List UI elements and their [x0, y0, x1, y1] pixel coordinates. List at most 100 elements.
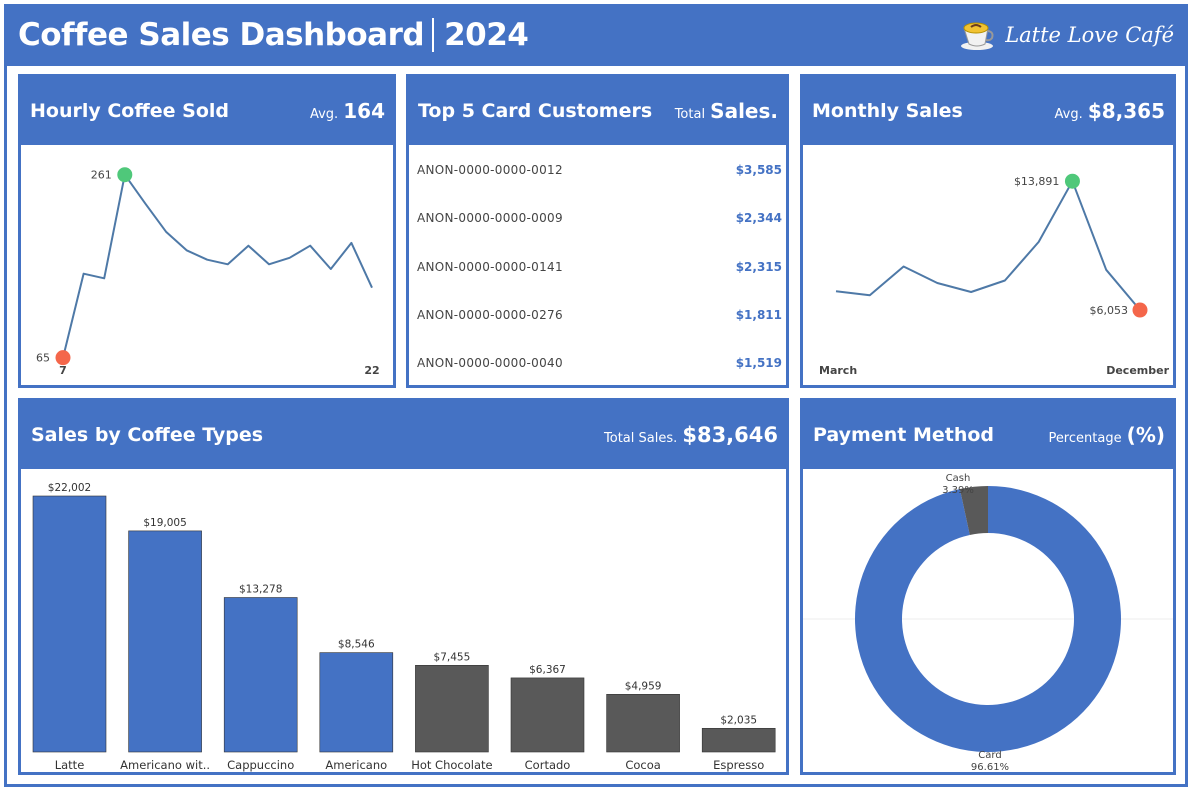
customer-id: ANON-0000-0000-0276 [417, 308, 563, 322]
customers-meta-value: Sales. [710, 99, 778, 123]
bar [510, 677, 585, 753]
category-label: Espresso [713, 758, 764, 772]
coffee-cup-icon [961, 22, 994, 50]
title-text: Coffee Sales Dashboard [18, 17, 425, 53]
dashboard-header: Coffee Sales Dashboard 2024 Latte Love Ca… [4, 4, 1188, 66]
customer-amount: $2,315 [735, 260, 782, 274]
monthly-panel-header: Monthly Sales Avg. $8,365 [803, 77, 1173, 145]
donut-slice [855, 486, 1121, 752]
types-total-value: $83,646 [682, 423, 778, 447]
series-line [835, 180, 1141, 311]
types-title: Sales by Coffee Types [31, 424, 264, 446]
customers-title: Top 5 Card Customers [418, 100, 653, 122]
x-tick-label: March [819, 364, 857, 377]
payment-meta-value: (%) [1126, 423, 1165, 447]
category-label: Hot Chocolate [411, 758, 492, 772]
x-tick-label: December [1106, 364, 1169, 377]
customers-meta-label: Total [674, 107, 706, 122]
category-label: Cappuccino [227, 758, 294, 772]
series-line [62, 173, 373, 358]
brand-name: Latte Love Café [1005, 23, 1174, 47]
max-marker [117, 167, 133, 183]
customer-row: ANON-0000-0000-0012 $3,585 [417, 163, 782, 183]
bar [319, 652, 394, 753]
customers-panel-header: Top 5 Card Customers Total Sales. [409, 77, 786, 145]
payment-title: Payment Method [813, 424, 995, 446]
monthly-title: Monthly Sales [812, 100, 963, 122]
hourly-title: Hourly Coffee Sold [30, 100, 229, 122]
bar-value-label: $7,455 [434, 651, 471, 663]
customer-row: ANON-0000-0000-0141 $2,315 [417, 260, 782, 280]
customer-row: ANON-0000-0000-0009 $2,344 [417, 211, 782, 231]
payment-meta: Percentage (%) [1048, 423, 1165, 447]
customer-row: ANON-0000-0000-0276 $1,811 [417, 308, 782, 328]
hourly-line-chart: 261 65 7 22 [36, 167, 380, 377]
min-data-label: $6,053 [1090, 304, 1129, 317]
customer-amount: $2,344 [735, 211, 782, 225]
payment-panel-header: Payment Method Percentage (%) [803, 401, 1173, 469]
customers-meta: Total Sales. [675, 99, 778, 123]
hourly-meta: Avg. 164 [310, 99, 385, 123]
hourly-meta-label: Avg. [309, 107, 339, 122]
slice-value-label: 3.39% [942, 485, 974, 496]
bar [32, 495, 107, 753]
min-marker [55, 350, 71, 366]
max-data-label: 261 [91, 169, 112, 182]
min-data-label: 65 [36, 352, 50, 365]
title-divider [432, 17, 435, 52]
customer-row: ANON-0000-0000-0040 $1,519 [417, 356, 782, 376]
hourly-panel-header: Hourly Coffee Sold Avg. 164 [21, 77, 393, 145]
customer-id: ANON-0000-0000-0141 [417, 260, 563, 274]
x-tick-label: 7 [59, 364, 67, 377]
donut-slice [959, 486, 988, 535]
category-label: Americano [325, 758, 387, 772]
bar [223, 597, 298, 753]
bar-value-label: $2,035 [720, 714, 757, 726]
customers-panel: Top 5 Card Customers Total Sales. ANON-0… [406, 74, 789, 388]
hourly-panel: Hourly Coffee Sold Avg. 164 261 65 7 22 [18, 74, 396, 388]
brand: Latte Love Café [959, 18, 1174, 52]
payment-panel: Payment Method Percentage (%) Card 96.61%… [800, 398, 1176, 775]
bar [701, 727, 776, 753]
customer-amount: $1,811 [735, 308, 782, 322]
types-panel-header: Sales by Coffee Types Total Sales. $83,6… [21, 401, 786, 469]
bar [606, 694, 680, 753]
slice-label: Cash [946, 473, 971, 484]
slice-value-label: 96.61% [971, 762, 1009, 772]
types-bar-chart: $22,002 Latte $19,005 Americano wit.. $13,27… [32, 482, 776, 772]
max-data-label: $13,891 [1014, 175, 1060, 188]
types-meta-label: Total Sales. [604, 431, 678, 446]
x-tick-label: 22 [364, 364, 379, 377]
payment-meta-label: Percentage [1048, 431, 1122, 446]
bar-value-label: $13,278 [239, 584, 282, 596]
bar [415, 665, 489, 753]
monthly-avg-value: $8,365 [1087, 99, 1165, 123]
bar-value-label: $4,959 [625, 680, 662, 692]
category-label: Cortado [525, 758, 571, 772]
bar-value-label: $22,002 [48, 482, 91, 494]
min-marker [1132, 302, 1148, 318]
bar-value-label: $6,367 [529, 664, 566, 676]
monthly-meta: Avg. $8,365 [1055, 99, 1166, 123]
dashboard-title: Coffee Sales Dashboard 2024 [18, 17, 529, 54]
hourly-avg-value: 164 [343, 99, 385, 123]
category-label: Cocoa [625, 758, 660, 772]
monthly-line-chart: $13,891 $6,053 March December [819, 173, 1170, 377]
monthly-panel: Monthly Sales Avg. $8,365 $13,891 $6,053 M… [800, 74, 1176, 388]
types-meta: Total Sales. $83,646 [604, 423, 778, 447]
bar-value-label: $19,005 [143, 517, 186, 529]
max-marker [1064, 173, 1080, 189]
bar-value-label: $8,546 [338, 639, 375, 651]
title-year: 2024 [444, 17, 529, 53]
types-panel: Sales by Coffee Types Total Sales. $83,6… [18, 398, 789, 775]
slice-label: Card [978, 750, 1001, 761]
customer-id: ANON-0000-0000-0012 [417, 163, 563, 177]
customer-id: ANON-0000-0000-0009 [417, 211, 563, 225]
category-label: Latte [55, 758, 85, 772]
category-label: Americano wit.. [120, 758, 210, 772]
customer-amount: $1,519 [735, 356, 782, 370]
monthly-meta-label: Avg. [1054, 107, 1083, 122]
bar [128, 530, 202, 753]
customer-amount: $3,585 [735, 163, 782, 177]
